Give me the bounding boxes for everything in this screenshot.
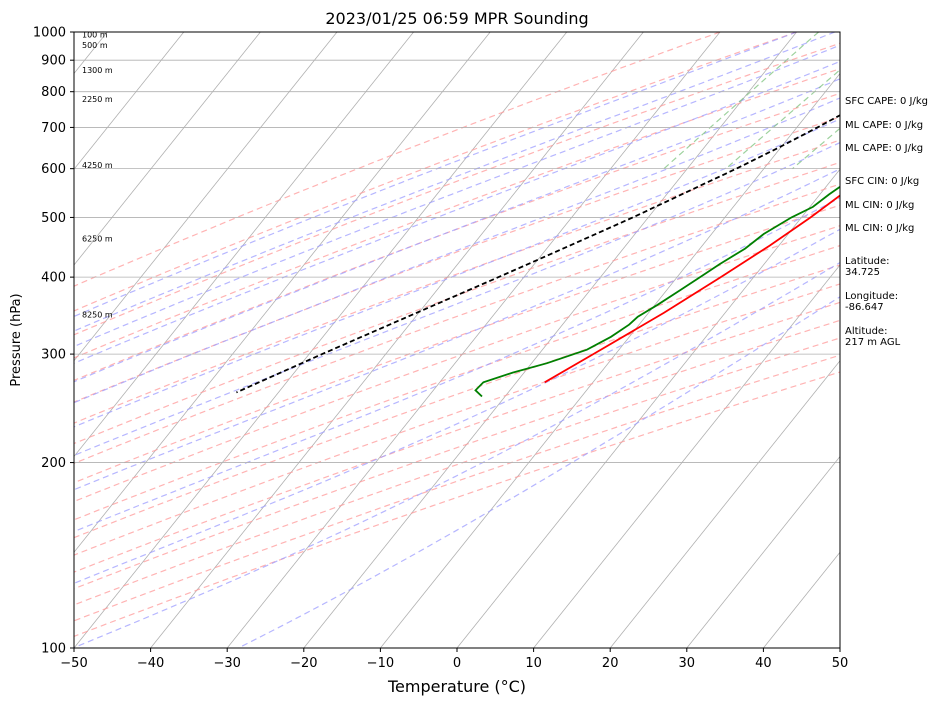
- isotherm-line: [226, 32, 721, 648]
- sounding-info-text: ML CIN: 0 J/kg: [845, 223, 914, 234]
- isotherm-line: [74, 32, 491, 553]
- moist-adiabat-line: [74, 197, 840, 533]
- y-axis-label: Pressure (hPa): [9, 293, 24, 386]
- x-tick-label: −50: [60, 656, 87, 671]
- moist-adiabat-line: [74, 118, 840, 428]
- sounding-info-text: ML CIN: 0 J/kg: [845, 200, 914, 211]
- isotherm-line: [74, 32, 568, 648]
- isotherm-line: [456, 168, 840, 648]
- x-tick-label: 0: [453, 656, 461, 671]
- y-tick-label: 700: [41, 121, 66, 136]
- sounding-info-text: ML CAPE: 0 J/kg: [845, 120, 923, 131]
- x-tick-label: −10: [367, 656, 394, 671]
- altitude-label: 100 m: [82, 31, 108, 40]
- x-tick-label: −40: [137, 656, 164, 671]
- x-tick-label: 30: [679, 656, 696, 671]
- sounding-info-text: Altitude:: [845, 326, 887, 337]
- chart-title: 2023/01/25 06:59 MPR Sounding: [325, 9, 588, 28]
- sounding-info-text: 34.725: [845, 267, 880, 278]
- dewpoint-profile: [474, 185, 840, 398]
- dry-adiabat-line: [74, 183, 840, 465]
- sounding-info-text: SFC CAPE: 0 J/kg: [845, 96, 928, 107]
- moist-adiabat-line: [74, 261, 840, 648]
- dry-adiabat-line: [74, 32, 797, 312]
- sounding-info-text: Longitude:: [845, 291, 898, 302]
- sounding-info-text: 217 m AGL: [845, 337, 901, 348]
- y-tick-label: 400: [41, 271, 66, 286]
- altitude-label: 1300 m: [82, 66, 113, 75]
- dry-adiabat-line: [74, 92, 840, 382]
- profile-lines: [236, 114, 840, 398]
- isotherm-line: [686, 455, 840, 648]
- moist-adiabat-line: [74, 32, 797, 318]
- mixing-ratio-line: [941, 32, 946, 169]
- y-axis: 100 200 300 400 500 600 700 800 900 1000: [33, 26, 74, 657]
- isotherm-line: [74, 32, 185, 170]
- x-tick-label: 40: [755, 656, 772, 671]
- sounding-info-text: -86.647: [845, 302, 884, 313]
- moist-adiabat-line: [74, 168, 840, 491]
- dry-adiabat-line: [74, 319, 840, 590]
- moist-adiabat-line: [74, 32, 836, 332]
- y-tick-label: 500: [41, 211, 66, 226]
- sounding-info-text: SFC CIN: 0 J/kg: [845, 176, 919, 187]
- pressure-grid: [74, 32, 840, 648]
- y-tick-label: 200: [41, 456, 66, 471]
- isotherm-line: [380, 72, 840, 648]
- isotherm-line: [74, 32, 261, 266]
- mixing-ratio-line: [663, 32, 819, 170]
- dry-adiabat-line: [74, 301, 840, 573]
- y-tick-label: 100: [41, 642, 66, 657]
- x-tick-label: 50: [832, 656, 849, 671]
- altitude-label: 8250 m: [82, 310, 113, 319]
- temperature-profile: [544, 194, 840, 384]
- y-tick-label: 1000: [33, 26, 66, 41]
- dry-adiabat-line: [74, 68, 840, 359]
- x-tick-label: 10: [525, 656, 542, 671]
- y-tick-label: 600: [41, 162, 66, 177]
- moist-adiabat-line: [74, 97, 840, 404]
- dry-adiabat-line: [74, 264, 840, 539]
- sounding-info-panel: SFC CAPE: 0 J/kg ML CAPE: 0 J/kg ML CAPE: …: [845, 96, 928, 348]
- dry-adiabat-line: [74, 354, 840, 622]
- altitude-label: 4250 m: [82, 161, 113, 170]
- sounding-info-text: Latitude:: [845, 256, 890, 267]
- dry-adiabat-line: [74, 161, 840, 445]
- sounding-info-text: ML CAPE: 0 J/kg: [845, 143, 923, 154]
- isotherm-line: [609, 360, 840, 648]
- x-tick-label: 20: [602, 656, 619, 671]
- altitude-label: 6250 m: [82, 235, 113, 244]
- dry-adiabat-line: [74, 225, 840, 503]
- dry-adiabat-line: [74, 204, 840, 484]
- moist-adiabat-line: [238, 296, 840, 648]
- dry-adiabat-line: [74, 42, 840, 336]
- x-axis-label: Temperature (°C): [387, 677, 526, 696]
- moist-adiabat-line: [74, 44, 840, 348]
- dry-adiabat-line: [74, 371, 840, 638]
- isotherm-line: [150, 32, 644, 648]
- y-tick-label: 900: [41, 54, 66, 69]
- moist-adiabat-line: [74, 141, 840, 457]
- y-tick-label: 300: [41, 348, 66, 363]
- background-lines: [74, 32, 946, 648]
- y-tick-label: 800: [41, 85, 66, 100]
- moist-adiabat-line: [74, 228, 840, 584]
- isotherm-line: [74, 32, 414, 458]
- x-tick-label: −30: [213, 656, 240, 671]
- x-tick-label: −20: [290, 656, 317, 671]
- altitude-label: 500 m: [82, 41, 108, 50]
- moist-adiabat-line: [74, 60, 840, 364]
- altitude-label: 2250 m: [82, 95, 113, 104]
- isotherm-line: [303, 32, 797, 648]
- x-axis: −50 −40 −30 −20 −10 0 10 20 30 40 50: [60, 648, 848, 671]
